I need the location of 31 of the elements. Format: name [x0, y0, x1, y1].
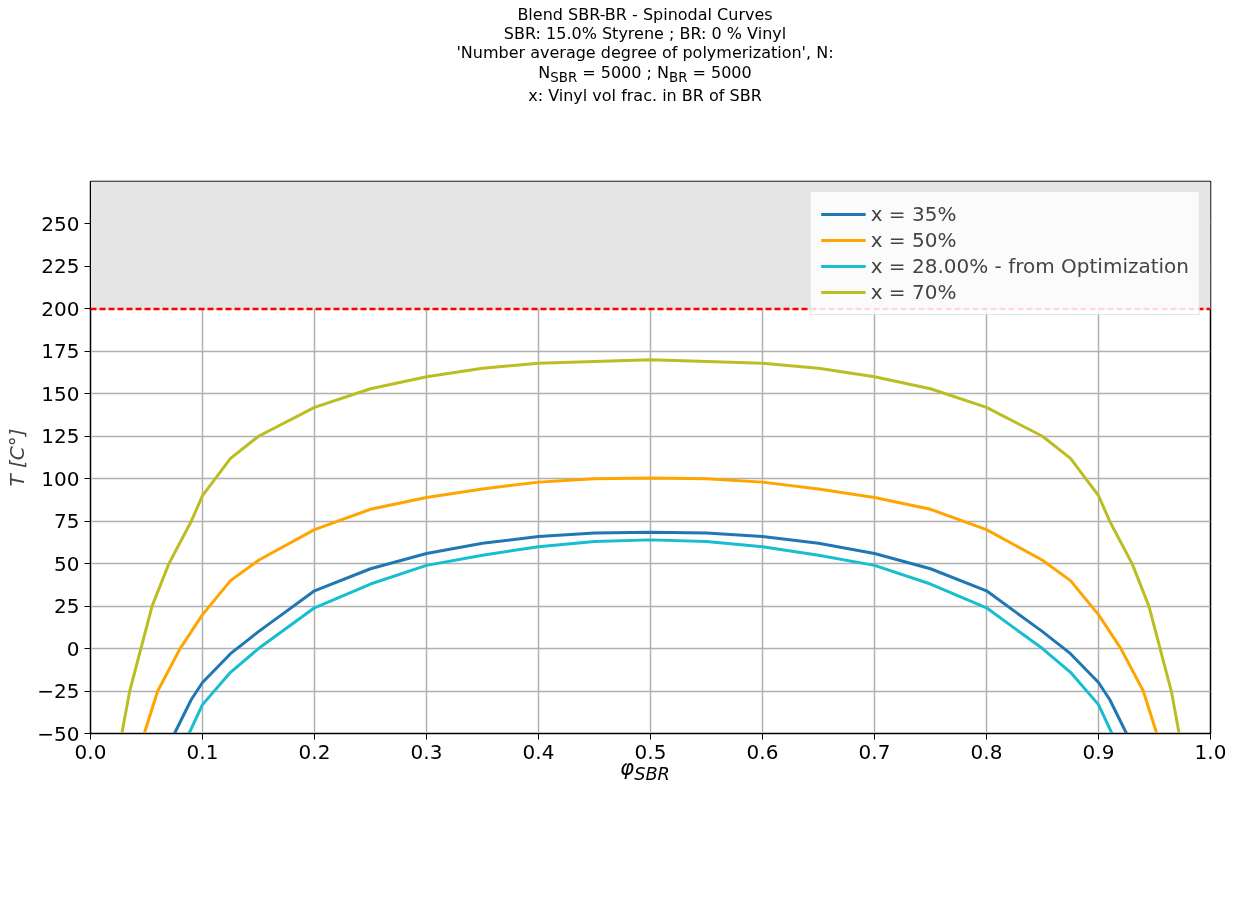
line-series: [142, 476, 1159, 734]
legend-label: x = 28.00% - from Optimization: [870, 253, 1189, 278]
y-tick-label: 150: [41, 381, 80, 406]
x-tick-label: 0.1: [186, 739, 219, 764]
y-tick-label: 200: [41, 296, 80, 321]
x-tick-label: 0.2: [298, 739, 331, 764]
x-tick-label: 0.6: [746, 739, 779, 764]
x-tick-label: 0.4: [522, 739, 555, 764]
y-axis-title: T [C°]: [5, 428, 30, 487]
x-tick-label: 0.3: [410, 739, 443, 764]
x-tick-label: 1.0: [1194, 739, 1227, 764]
legend-label: x = 35%: [870, 201, 957, 226]
x-tick-label: 0.8: [970, 739, 1003, 764]
y-tick-label: −50: [37, 721, 80, 746]
y-tick-label: 0: [66, 636, 80, 661]
legend-label: x = 70%: [870, 279, 957, 304]
chart-subtitle: SBR: 15.0% Styrene ; BR: 0 % Vinyl 'Number average degree of polymerization', N: N$_{SBR}$ = 5000 ; N$_{BR}$ = 5000 x: Vinyl vol frac. in BR of SBR: [456, 24, 834, 105]
y-tick-label: 125: [41, 424, 80, 449]
x-tick-label: 0.7: [858, 739, 891, 764]
y-tick-label: −25: [37, 678, 80, 703]
y-tick-label: 100: [41, 466, 80, 491]
legend-label: x = 50%: [870, 227, 957, 252]
y-tick-label: 25: [54, 593, 80, 618]
y-tick-label: 50: [54, 551, 80, 576]
x-tick-label: 0.9: [1082, 739, 1115, 764]
y-tick-label: 250: [41, 211, 80, 236]
y-tick-label: 75: [54, 509, 80, 534]
y-tick-label: 225: [41, 254, 80, 279]
line-series: [120, 358, 1181, 734]
y-tick-label: 175: [41, 339, 80, 364]
chart-title: Blend SBR-BR - Spinodal Curves: [517, 5, 773, 24]
